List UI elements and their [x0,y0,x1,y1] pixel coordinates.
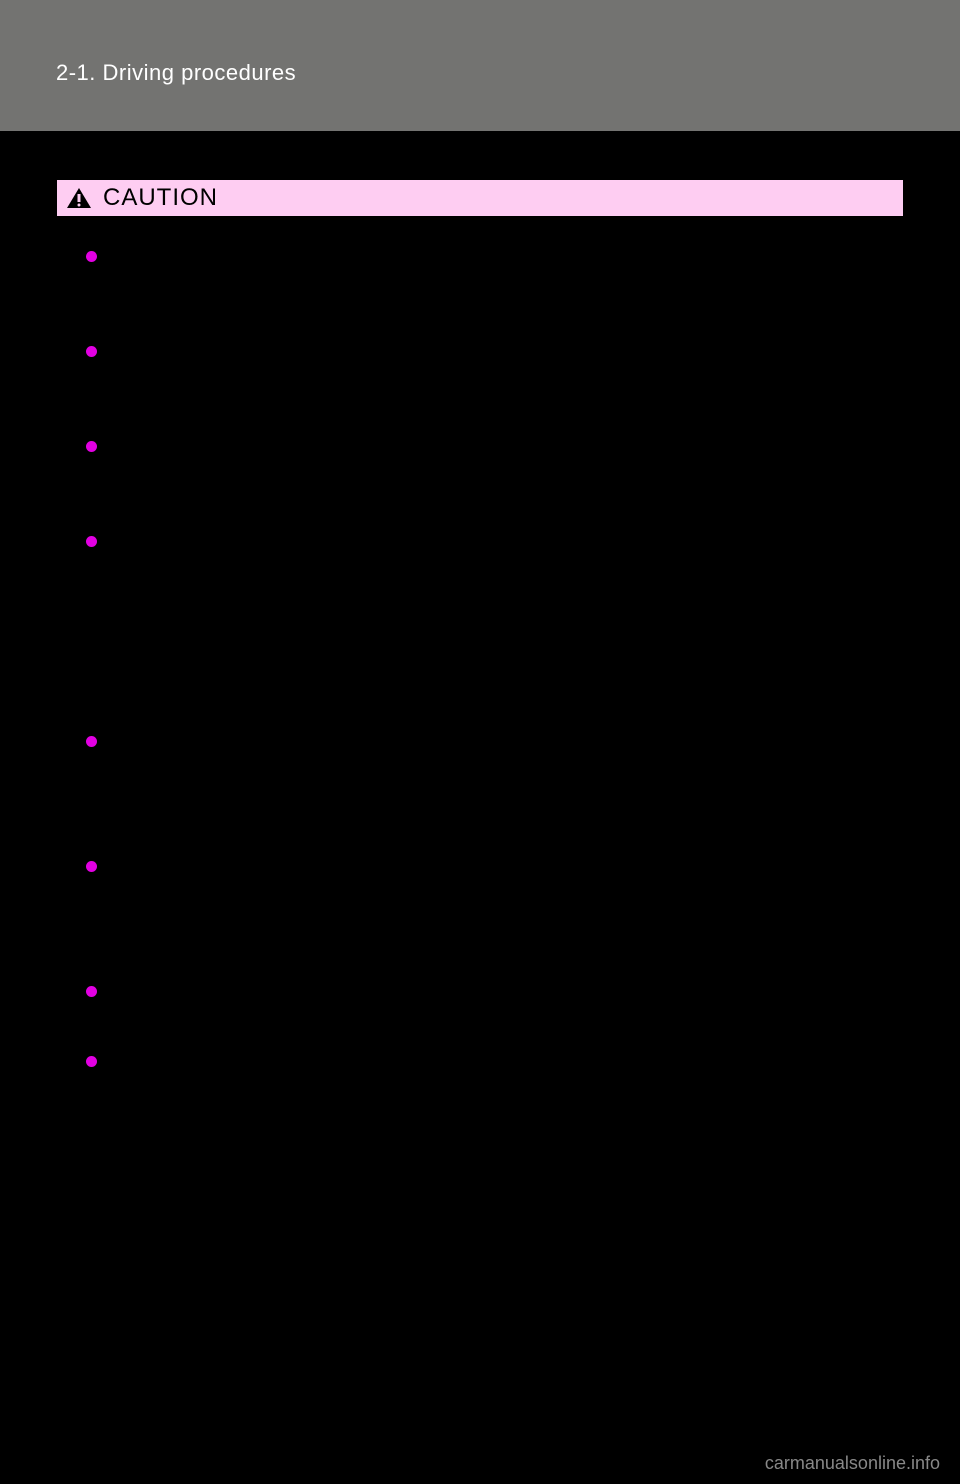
caution-title: CAUTION [103,184,218,212]
bullet-icon [86,1056,97,1067]
list-item [86,732,904,747]
page-content: CAUTION [0,131,960,1067]
list-item [86,857,904,872]
bullet-icon [86,861,97,872]
bullet-list [56,217,904,1067]
warning-triangle-icon [65,186,93,210]
caution-header: CAUTION [56,179,904,217]
bullet-icon [86,736,97,747]
list-item [86,982,904,997]
bullet-icon [86,986,97,997]
bullet-icon [86,536,97,547]
list-item [86,1052,904,1067]
list-item [86,247,904,262]
list-item [86,342,904,357]
list-item [86,437,904,452]
section-title: 2-1. Driving procedures [56,60,960,86]
caution-box: CAUTION [56,179,904,1067]
list-item [86,532,904,547]
bullet-icon [86,251,97,262]
page-header: 2-1. Driving procedures [0,0,960,131]
bullet-icon [86,346,97,357]
bullet-icon [86,441,97,452]
watermark: carmanualsonline.info [765,1453,940,1474]
